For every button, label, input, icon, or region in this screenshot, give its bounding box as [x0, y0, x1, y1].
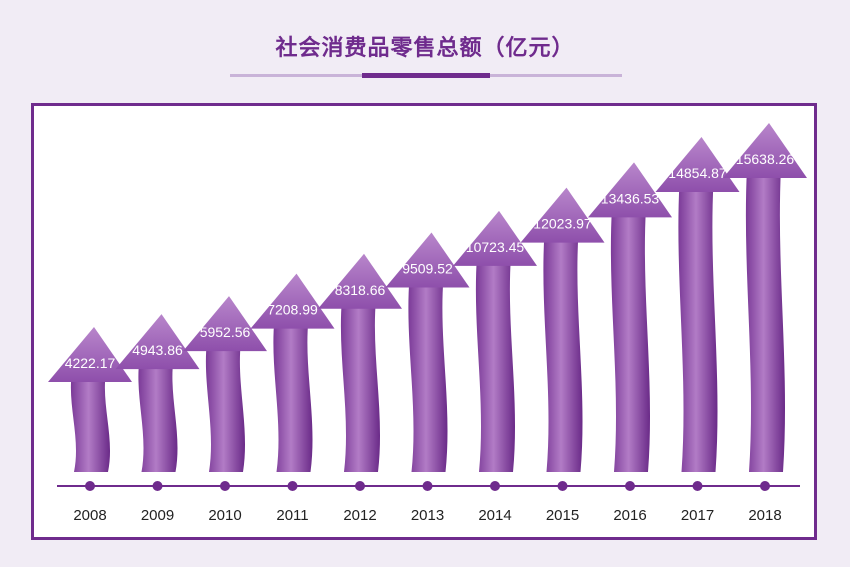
bar-2018 — [745, 168, 786, 472]
data-label-2009: 4943.86 — [132, 342, 183, 358]
bar-cap-2017 — [655, 136, 740, 192]
axis-marker-2010 — [220, 481, 230, 491]
bar-2010 — [205, 341, 246, 472]
data-label-2011: 7208.99 — [267, 302, 318, 318]
x-tick-label-2013: 2013 — [411, 507, 444, 524]
axis-marker-2009 — [152, 481, 163, 491]
data-label-2016: 13436.53 — [601, 190, 660, 206]
axis-marker-2008 — [85, 481, 95, 491]
bar-2013 — [408, 277, 448, 472]
bar-2017 — [678, 181, 718, 473]
data-label-2015: 12023.97 — [533, 216, 592, 232]
bar-cap-2011 — [250, 273, 335, 329]
bar-cap-2015 — [520, 187, 605, 243]
x-tick-label-2015: 2015 — [546, 507, 579, 524]
x-tick-label-2018: 2018 — [748, 507, 781, 524]
bar-2015 — [543, 232, 583, 472]
axis-marker-2017 — [692, 481, 703, 491]
chart-title: 社会消费品零售总额（亿元） — [275, 36, 575, 61]
bar-2008 — [70, 372, 111, 472]
x-tick-label-2008: 2008 — [73, 507, 106, 524]
title-underline-accent — [362, 73, 490, 78]
x-tick-label-2017: 2017 — [681, 507, 714, 524]
bar-cap-2018 — [723, 123, 807, 178]
axis-marker-2015 — [557, 481, 568, 491]
axis-marker-2018 — [760, 481, 770, 491]
axis-marker-2013 — [422, 481, 433, 491]
bar-cap-2010 — [183, 296, 267, 352]
bar-cap-2008 — [48, 327, 132, 382]
bar-2009 — [138, 359, 178, 472]
data-label-2017: 14854.87 — [668, 165, 727, 181]
x-tick-label-2016: 2016 — [613, 507, 646, 524]
data-label-2014: 10723.45 — [466, 239, 525, 255]
data-label-2010: 5952.56 — [200, 324, 251, 340]
bar-cap-2016 — [588, 162, 672, 218]
data-label-2008: 4222.17 — [65, 355, 116, 371]
x-tick-label-2014: 2014 — [478, 507, 511, 524]
axis-marker-2016 — [625, 481, 635, 491]
data-label-2018: 15638.26 — [736, 151, 795, 167]
x-tick-label-2009: 2009 — [141, 507, 174, 524]
bar-2014 — [475, 255, 516, 472]
bar-cap-2014 — [453, 210, 537, 266]
bar-2011 — [273, 318, 313, 472]
axis-marker-2012 — [355, 481, 365, 491]
x-tick-label-2010: 2010 — [208, 507, 241, 524]
bar-2012 — [340, 298, 381, 472]
data-label-2012: 8318.66 — [335, 282, 386, 298]
bar-cap-2012 — [318, 253, 402, 309]
bar-2016 — [610, 207, 651, 472]
axis-marker-2014 — [490, 481, 500, 491]
x-tick-label-2011: 2011 — [276, 507, 308, 524]
axis-marker-2011 — [287, 481, 298, 491]
x-tick-label-2012: 2012 — [343, 507, 376, 524]
bar-cap-2013 — [385, 232, 470, 288]
data-label-2013: 9509.52 — [402, 261, 453, 277]
bar-cap-2009 — [115, 314, 200, 370]
